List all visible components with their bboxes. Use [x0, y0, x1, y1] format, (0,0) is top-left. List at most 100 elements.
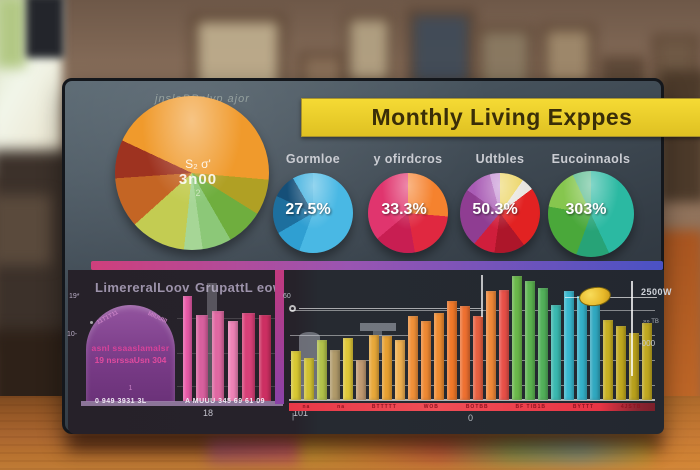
axis-tick-top: 19* — [69, 293, 80, 300]
axis-tick-mid: 10- — [67, 331, 78, 338]
board-shadow — [68, 430, 660, 450]
bar — [460, 306, 470, 400]
bar — [343, 338, 353, 400]
table-reflection-purple — [208, 438, 300, 464]
bar — [183, 296, 192, 401]
bar — [486, 291, 496, 400]
bar — [330, 350, 340, 400]
right-axis-label: -000 — [639, 339, 656, 348]
pie-chart-gormloe — [273, 173, 353, 253]
dome-chart-title: LimereralLoov — [95, 280, 190, 295]
gridline — [177, 318, 283, 319]
picture-frame — [344, 14, 394, 86]
vertical-divider — [275, 270, 284, 404]
gridline — [290, 310, 655, 311]
bar — [242, 313, 255, 401]
gridline — [290, 360, 655, 361]
pie-label-gormloe: Gormloe — [285, 152, 341, 166]
right-axis-label: »» TB — [643, 319, 659, 325]
bottom-tick: 0 — [468, 413, 474, 423]
bar — [408, 316, 418, 400]
pie-chart-ofirdcros — [368, 173, 448, 253]
axis-vline — [481, 275, 483, 317]
bar — [473, 316, 483, 400]
bar — [382, 336, 392, 400]
bar — [538, 288, 548, 400]
ghost-shape — [360, 323, 396, 331]
pie-label-udtbles: Udtbles — [475, 152, 525, 166]
bottom-label-b: 101 — [293, 408, 309, 418]
bar — [395, 340, 405, 400]
dome-baseline — [81, 401, 283, 406]
pie-value-udtbles: 50.3% — [472, 201, 518, 218]
x-axis-strip: na na BTTTTT WOB BOTBB BF TIB1B BYTTT 4JSTB — [289, 403, 655, 411]
strip-segment: 4JSTB — [620, 404, 642, 410]
dome-inner-text: 19 nsrssaUsn 304 — [94, 355, 167, 365]
bar — [259, 315, 271, 401]
right-axis-label: 2500W — [641, 287, 673, 297]
pie-label-ofirdcros: y ofirdcros — [373, 152, 443, 166]
bar — [447, 301, 457, 400]
bar — [564, 291, 574, 400]
bar — [616, 326, 626, 400]
marker-line — [299, 308, 481, 309]
pie-value-ofirdcros: 33.3% — [381, 201, 427, 218]
strip-segment: BTTTTT — [371, 404, 397, 410]
pink-bars-axis-label: A MUUU 345 69 61 09 — [185, 398, 266, 405]
bar — [629, 333, 639, 400]
chart-baseline — [289, 399, 655, 401]
strip-segment: WOB — [423, 404, 439, 410]
axis-vline — [631, 281, 633, 376]
bar — [196, 315, 208, 401]
bar — [590, 300, 600, 400]
bar — [212, 311, 224, 401]
marker-label: 60 — [283, 293, 291, 300]
bar — [421, 321, 431, 400]
bar — [603, 320, 613, 400]
pie-value-gormloe: 27.5% — [285, 201, 331, 218]
couch-cushion — [0, 195, 52, 265]
bar — [551, 305, 561, 400]
dome-axis-label: 0 949 3931 3L — [95, 398, 147, 405]
bar — [304, 358, 314, 400]
axis-dot — [90, 321, 93, 324]
bar — [228, 321, 238, 401]
bar — [499, 290, 509, 400]
balloon-line — [565, 297, 657, 298]
gridline — [290, 335, 655, 336]
pie-chart-eucoinnaols — [548, 171, 634, 257]
pink-bars-title: GrupattL eow — [195, 280, 284, 295]
pink-bar-chart — [183, 296, 287, 401]
strip-segment: na — [302, 404, 311, 410]
page-title: Monthly Living Exppes — [371, 104, 633, 130]
pie-value-eucoinnaols: 303% — [565, 201, 607, 218]
bar — [577, 296, 587, 400]
bar — [356, 360, 366, 400]
pie-chart-udtbles — [460, 173, 540, 253]
bar — [317, 340, 327, 400]
bottom-label-a: 18 — [203, 408, 214, 418]
rainbow-bar-chart — [291, 276, 655, 400]
bar — [525, 281, 535, 400]
strip-segment: BF TIB1B — [515, 404, 546, 410]
gridline — [290, 385, 655, 386]
strip-segment: BOTBB — [465, 404, 489, 410]
bar — [369, 335, 379, 400]
strip-segment: na — [337, 404, 346, 410]
table-reflection-rainbow — [300, 438, 652, 466]
pie-label-eucoinnaols: Eucoinnaols — [551, 152, 631, 166]
dome-inner-text: asnl ssaaslamalsr — [91, 343, 170, 353]
marker-circle — [289, 305, 296, 312]
window-plant — [0, 0, 26, 68]
dome-chart: 11T1T11 MIUUIII asnl ssaaslamalsr 19 nsr… — [86, 305, 175, 402]
dome-inner-text: 1 — [128, 385, 133, 392]
title-banner: Monthly Living Exppes — [301, 98, 700, 137]
bar — [291, 351, 301, 400]
main-pie-chart — [115, 96, 269, 250]
infographic-board: jnsloBPnlyp ajor Monthly Living Exppes S… — [62, 78, 700, 434]
bar — [642, 323, 652, 400]
main-pie-center-label: S₂ σ' 3n00 2 — [178, 157, 218, 198]
bar — [512, 276, 522, 400]
strip-segment: BYTTT — [572, 404, 594, 410]
bar — [434, 313, 444, 400]
